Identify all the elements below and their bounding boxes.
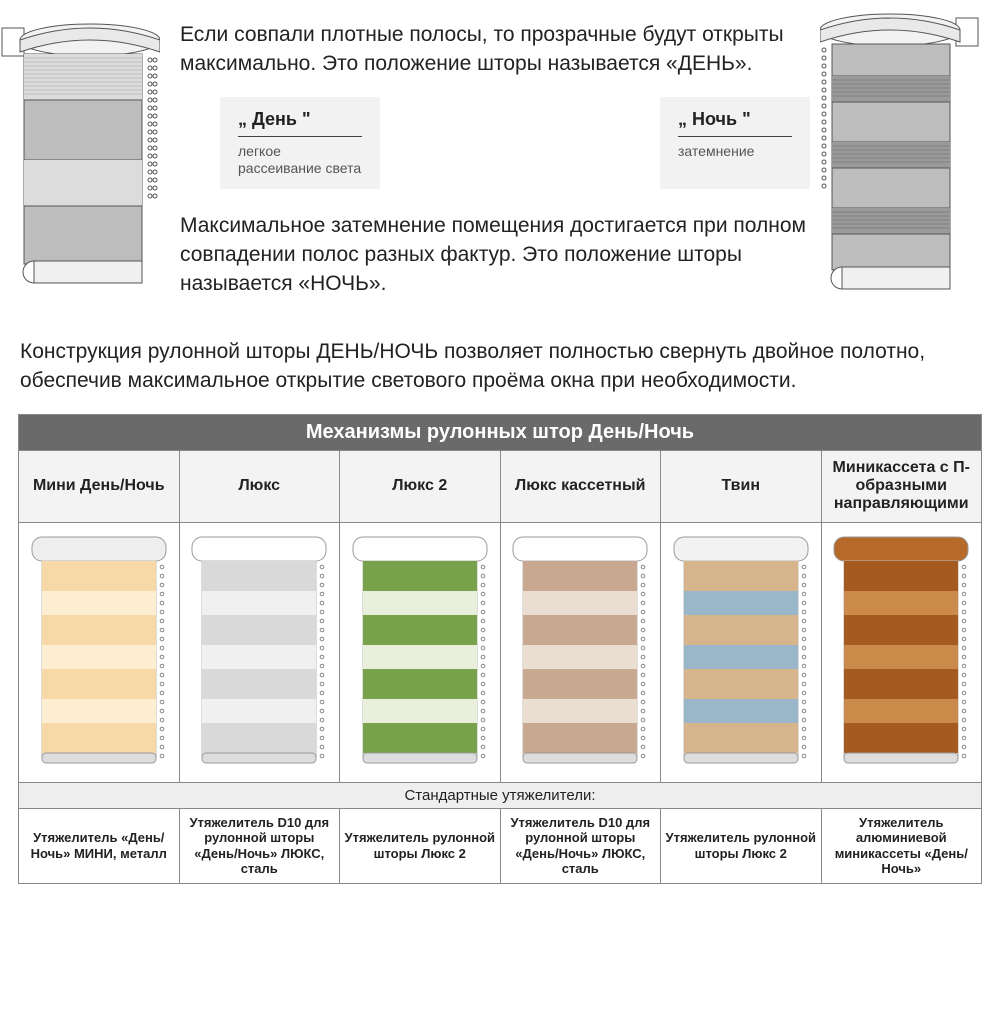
mode-day-desc: легкое рассеивание света xyxy=(238,143,362,177)
mode-day-title: „ День " xyxy=(238,107,362,132)
table-column-head: Люкс 2 xyxy=(339,450,500,522)
day-blind-diagram xyxy=(0,20,160,317)
table-column-image xyxy=(500,522,661,782)
table-column-image xyxy=(660,522,821,782)
table-column-foot: Утяжелитель «День/Ночь» МИНИ, металл xyxy=(19,808,179,883)
table-subtitle: Стандартные утяжелители: xyxy=(19,782,981,808)
table-column-image xyxy=(821,522,982,782)
mode-night-title: „ Ночь " xyxy=(678,107,792,132)
table-column-foot: Утяжелитель рулонной шторы Люкс 2 xyxy=(339,808,500,883)
table-column-image xyxy=(19,522,179,782)
table-column-head: Мини День/Ночь xyxy=(19,450,179,522)
table-column-foot: Утяжелитель алюминиевой миникассеты «Ден… xyxy=(821,808,982,883)
table-column-image xyxy=(339,522,500,782)
table-column-foot: Утяжелитель D10 для рулонной шторы «День… xyxy=(500,808,661,883)
table-column-head: Люкс xyxy=(179,450,340,522)
table-column-head: Миникассета с П-образными направляющими xyxy=(821,450,982,522)
mode-night-desc: затемнение xyxy=(678,143,792,160)
table-column-foot: Утяжелитель D10 для рулонной шторы «День… xyxy=(179,808,340,883)
paragraph-construction: Конструкция рулонной шторы ДЕНЬ/НОЧЬ поз… xyxy=(0,327,1000,414)
table-column-head: Люкс кассетный xyxy=(500,450,661,522)
table-column-image xyxy=(179,522,340,782)
mechanisms-table: Механизмы рулонных штор День/Ночь Мини Д… xyxy=(18,414,982,885)
table-title: Механизмы рулонных штор День/Ночь xyxy=(19,415,981,450)
table-column-foot: Утяжелитель рулонной шторы Люкс 2 xyxy=(660,808,821,883)
mode-card-day: „ День " легкое рассеивание света xyxy=(220,97,380,189)
table-column-head: Твин xyxy=(660,450,821,522)
mode-card-night: „ Ночь " затемнение xyxy=(660,97,810,189)
night-blind-diagram xyxy=(820,10,980,300)
